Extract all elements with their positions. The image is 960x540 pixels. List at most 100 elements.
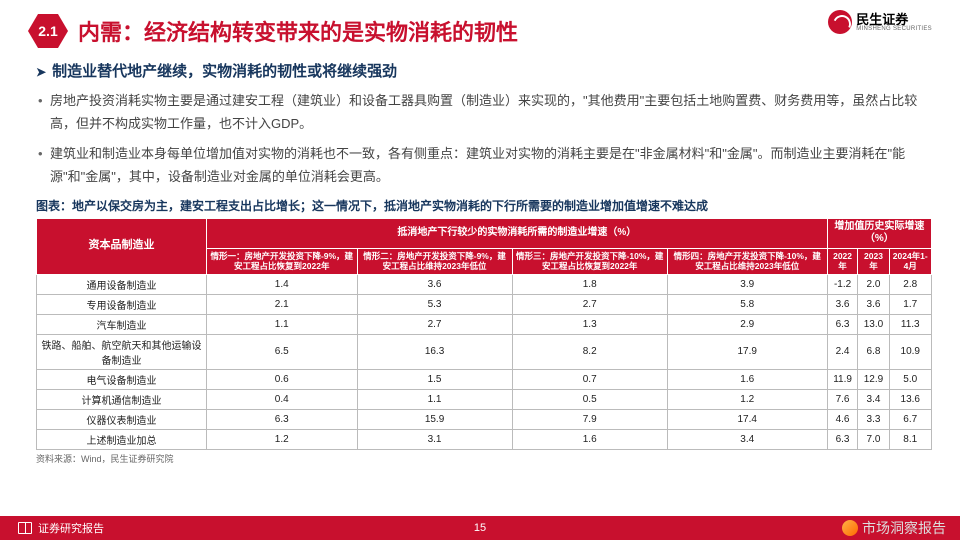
cell-value: -1.2: [827, 274, 858, 294]
cell-value: 1.6: [667, 369, 827, 389]
cell-value: 6.7: [889, 409, 932, 429]
watermark-text: 市场洞察报告: [862, 518, 946, 538]
brand-name-cn: 民生证券: [856, 13, 932, 26]
cell-value: 2.8: [889, 274, 932, 294]
bullet-item: 房地产投资消耗实物主要是通过建安工程（建筑业）和设备工器具购置（制造业）来实现的…: [36, 89, 932, 136]
slide: 民生证券 MINSHENG SECURITIES 2.1 内需：经济结构转变带来…: [0, 0, 960, 540]
brand-logo-mark: [828, 10, 852, 34]
cell-value: 6.5: [207, 334, 358, 369]
report-icon: [18, 522, 32, 534]
cell-value: 6.8: [858, 334, 889, 369]
cell-value: 4.6: [827, 409, 858, 429]
brand-name-en: MINSHENG SECURITIES: [856, 26, 932, 32]
data-table: 资本品制造业 抵消地产下行较少的实物消耗所需的制造业增速（%） 增加值历史实际增…: [36, 218, 932, 450]
table-row: 仪器仪表制造业6.315.97.917.44.63.36.7: [37, 409, 932, 429]
slide-content: 制造业替代地产继续，实物消耗的韧性或将继续强劲 房地产投资消耗实物主要是通过建安…: [28, 60, 932, 465]
row-label: 电气设备制造业: [37, 369, 207, 389]
col-year: 2022年: [827, 248, 858, 274]
slide-footer: 证券研究报告 15: [0, 516, 960, 540]
cell-value: 2.0: [858, 274, 889, 294]
col-scenario: 情形三：房地产开发投资下降-10%，建安工程占比恢复到2022年: [512, 248, 667, 274]
slide-header: 2.1 内需：经济结构转变带来的是实物消耗的韧性: [28, 14, 932, 48]
table-row: 专用设备制造业2.15.32.75.83.63.61.7: [37, 294, 932, 314]
cell-value: 1.2: [207, 429, 358, 449]
cell-value: 1.2: [667, 389, 827, 409]
data-source: 资料来源：Wind，民生证券研究院: [36, 452, 932, 465]
table-caption: 图表：地产以保交房为主，建安工程支出占比增长；这一情况下，抵消地产实物消耗的下行…: [36, 197, 932, 214]
table-row: 电气设备制造业0.61.50.71.611.912.95.0: [37, 369, 932, 389]
bullet-item: 建筑业和制造业本身每单位增加值对实物的消耗也不一致，各有侧重点：建筑业对实物的消…: [36, 142, 932, 189]
row-label: 汽车制造业: [37, 314, 207, 334]
cell-value: 7.6: [827, 389, 858, 409]
cell-value: 3.6: [858, 294, 889, 314]
table-row: 通用设备制造业1.43.61.83.9-1.22.02.8: [37, 274, 932, 294]
col-scenario: 情形二：房地产开发投资下降-9%，建安工程占比维持2023年低位: [357, 248, 512, 274]
row-label: 上述制造业加总: [37, 429, 207, 449]
cell-value: 8.1: [889, 429, 932, 449]
cell-value: 0.6: [207, 369, 358, 389]
cell-value: 13.6: [889, 389, 932, 409]
cell-value: 1.4: [207, 274, 358, 294]
cell-value: 13.0: [858, 314, 889, 334]
weibo-icon: [842, 520, 858, 536]
cell-value: 2.9: [667, 314, 827, 334]
cell-value: 6.3: [827, 429, 858, 449]
cell-value: 5.0: [889, 369, 932, 389]
brand-logo-text: 民生证券 MINSHENG SECURITIES: [856, 13, 932, 32]
col-rowhead: 资本品制造业: [37, 218, 207, 274]
cell-value: 11.9: [827, 369, 858, 389]
cell-value: 1.8: [512, 274, 667, 294]
cell-value: 3.6: [357, 274, 512, 294]
cell-value: 2.7: [357, 314, 512, 334]
cell-value: 3.3: [858, 409, 889, 429]
section-badge: 2.1: [28, 14, 68, 48]
cell-value: 5.8: [667, 294, 827, 314]
table-row: 铁路、船舶、航空航天和其他运输设备制造业6.516.38.217.92.46.8…: [37, 334, 932, 369]
cell-value: 1.5: [357, 369, 512, 389]
row-label: 仪器仪表制造业: [37, 409, 207, 429]
cell-value: 6.3: [207, 409, 358, 429]
cell-value: 3.6: [827, 294, 858, 314]
cell-value: 0.5: [512, 389, 667, 409]
cell-value: 8.2: [512, 334, 667, 369]
cell-value: 2.4: [827, 334, 858, 369]
cell-value: 5.3: [357, 294, 512, 314]
row-label: 计算机通信制造业: [37, 389, 207, 409]
table-row: 上述制造业加总1.23.11.63.46.37.08.1: [37, 429, 932, 449]
table-row: 汽车制造业1.12.71.32.96.313.011.3: [37, 314, 932, 334]
cell-value: 17.9: [667, 334, 827, 369]
cell-value: 3.9: [667, 274, 827, 294]
col-scenario: 情形一：房地产开发投资下降-9%，建安工程占比恢复到2022年: [207, 248, 358, 274]
page-number: 15: [474, 522, 486, 534]
lead-statement: 制造业替代地产继续，实物消耗的韧性或将继续强劲: [36, 60, 932, 81]
cell-value: 6.3: [827, 314, 858, 334]
cell-value: 1.3: [512, 314, 667, 334]
table-body: 通用设备制造业1.43.61.83.9-1.22.02.8专用设备制造业2.15…: [37, 274, 932, 449]
cell-value: 2.7: [512, 294, 667, 314]
row-label: 铁路、船舶、航空航天和其他运输设备制造业: [37, 334, 207, 369]
cell-value: 11.3: [889, 314, 932, 334]
col-group-scenarios: 抵消地产下行较少的实物消耗所需的制造业增速（%）: [207, 218, 828, 248]
cell-value: 17.4: [667, 409, 827, 429]
cell-value: 3.4: [667, 429, 827, 449]
cell-value: 7.9: [512, 409, 667, 429]
cell-value: 1.1: [357, 389, 512, 409]
cell-value: 2.1: [207, 294, 358, 314]
cell-value: 3.1: [357, 429, 512, 449]
cell-value: 0.7: [512, 369, 667, 389]
col-scenario: 情形四：房地产开发投资下降-10%，建安工程占比维持2023年低位: [667, 248, 827, 274]
cell-value: 1.6: [512, 429, 667, 449]
row-label: 专用设备制造业: [37, 294, 207, 314]
watermark: 市场洞察报告: [842, 518, 946, 538]
cell-value: 10.9: [889, 334, 932, 369]
cell-value: 1.1: [207, 314, 358, 334]
col-group-history: 增加值历史实际增速（%）: [827, 218, 931, 248]
brand-logo: 民生证券 MINSHENG SECURITIES: [828, 10, 932, 34]
cell-value: 15.9: [357, 409, 512, 429]
slide-title: 内需：经济结构转变带来的是实物消耗的韧性: [78, 15, 518, 47]
row-label: 通用设备制造业: [37, 274, 207, 294]
cell-value: 16.3: [357, 334, 512, 369]
table-row: 计算机通信制造业0.41.10.51.27.63.413.6: [37, 389, 932, 409]
cell-value: 7.0: [858, 429, 889, 449]
col-year: 2024年1-4月: [889, 248, 932, 274]
